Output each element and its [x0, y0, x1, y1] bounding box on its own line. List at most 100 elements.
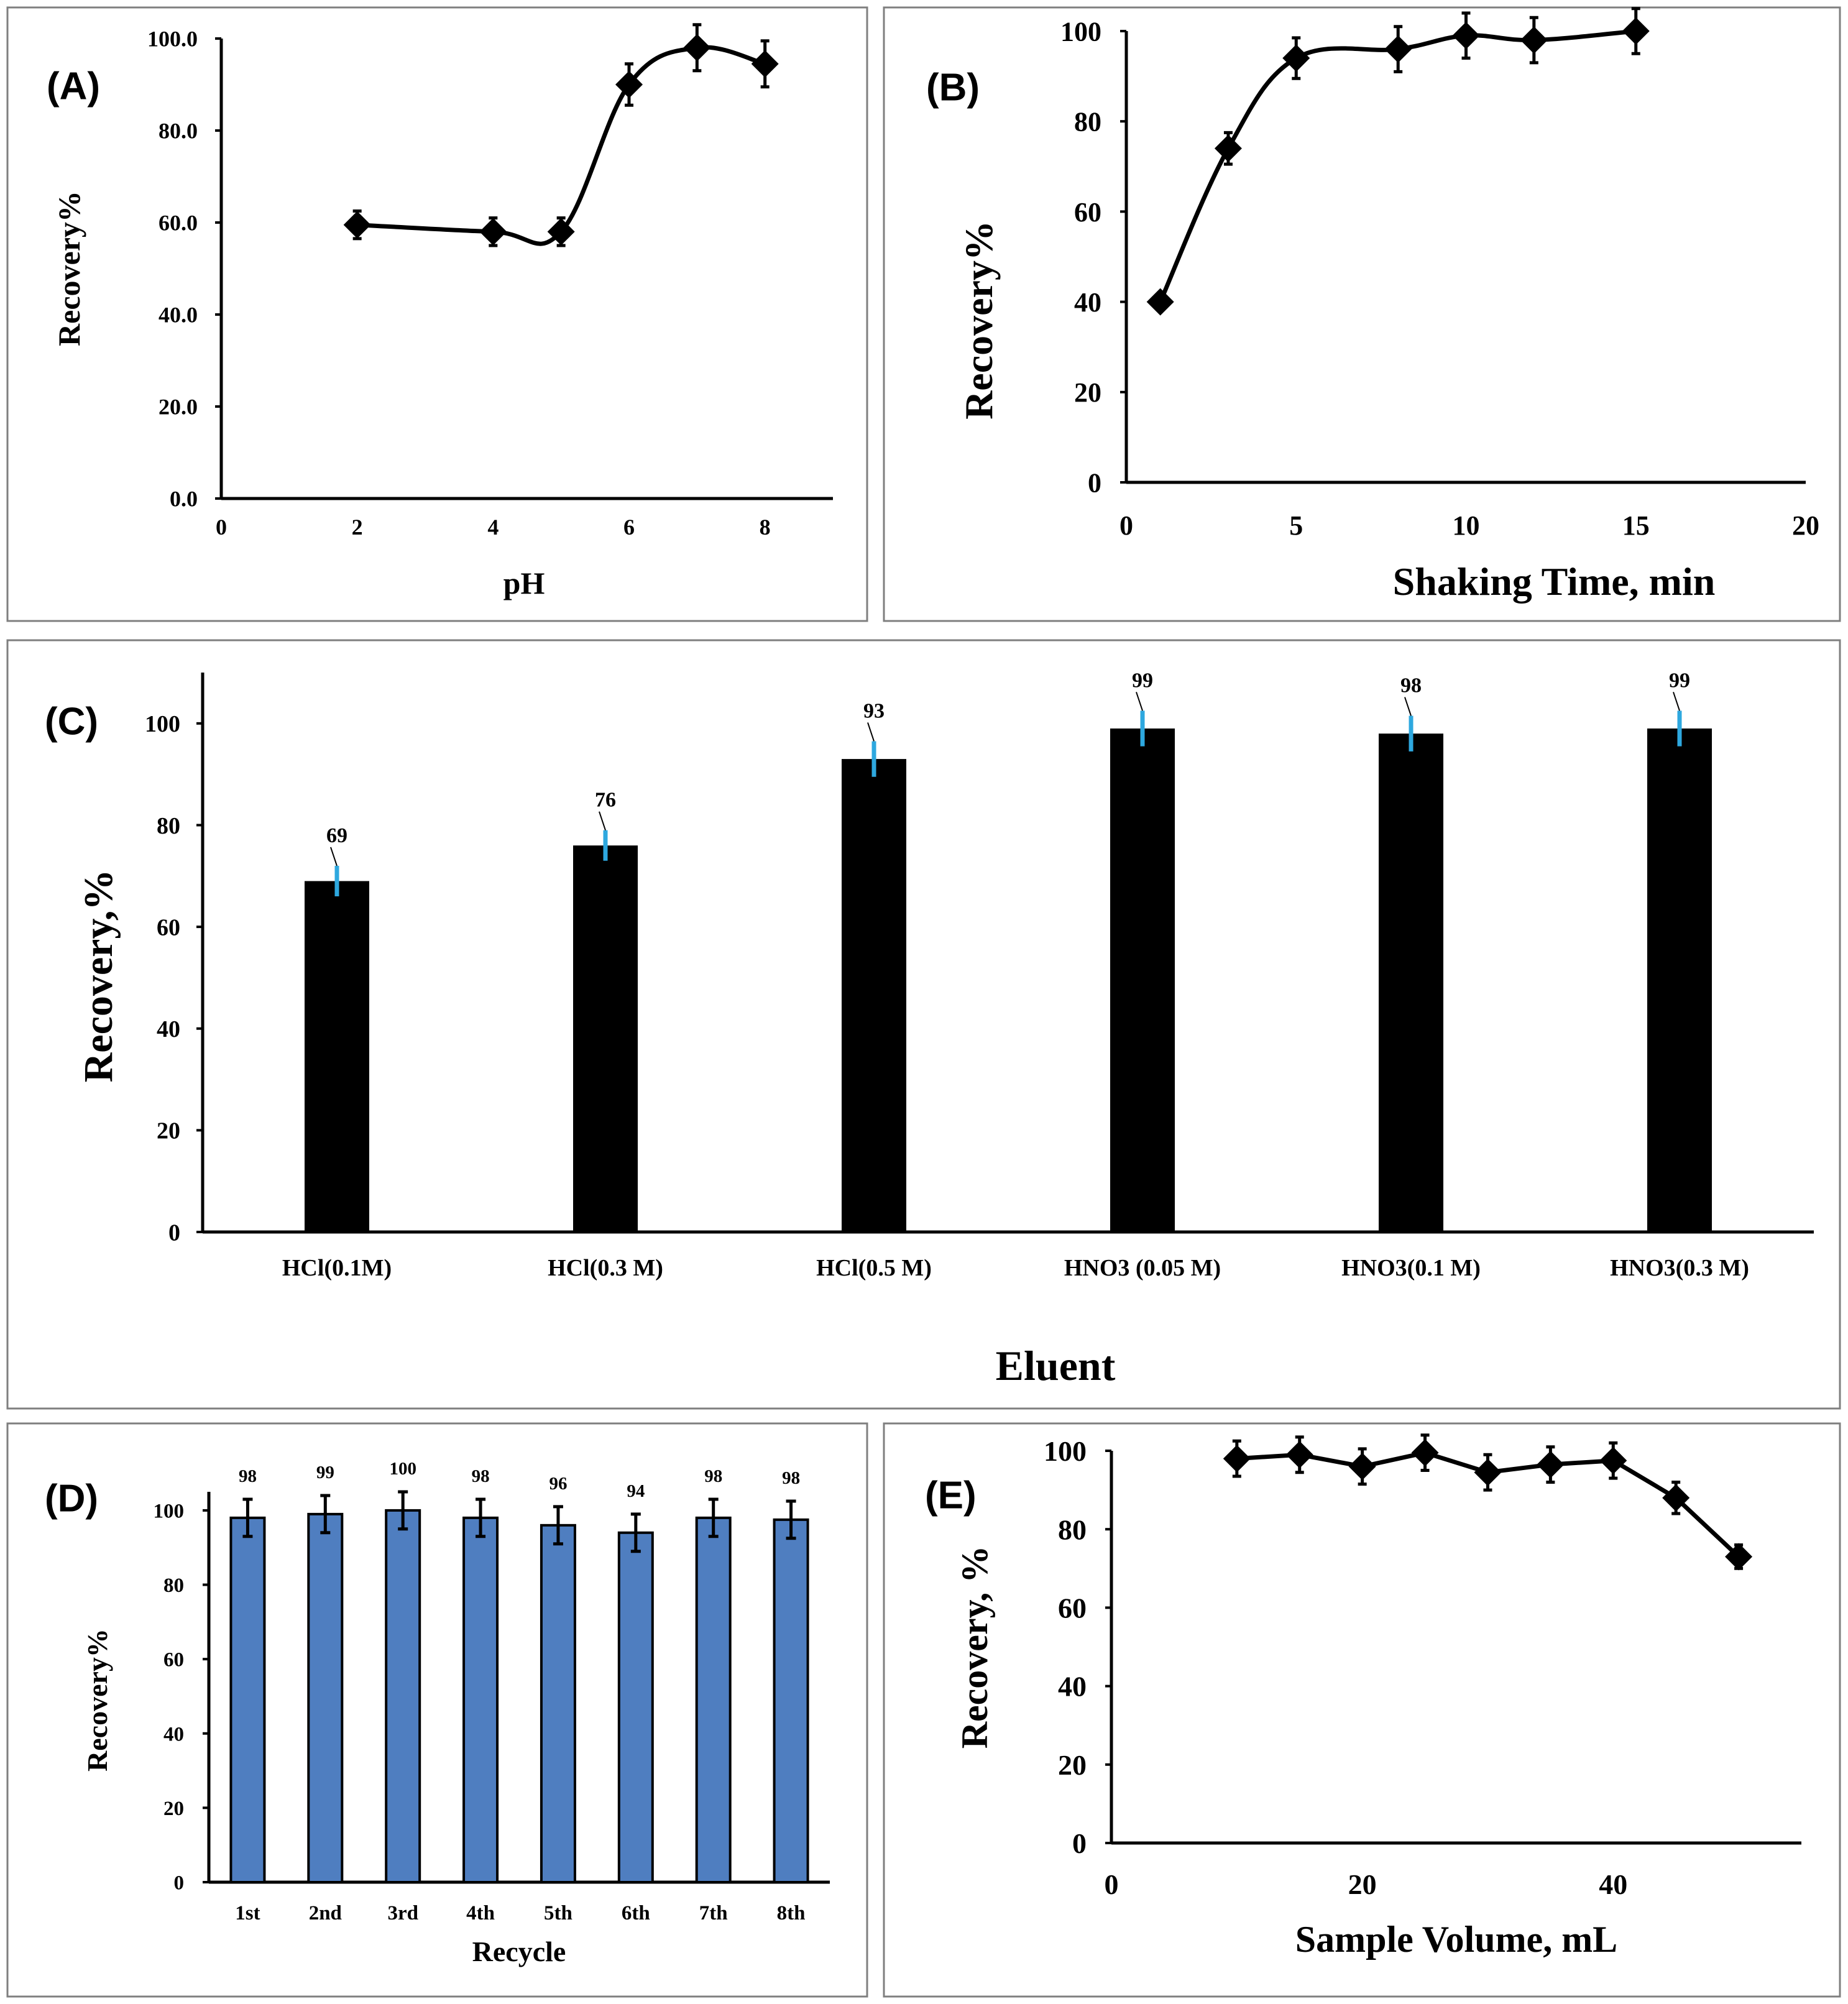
- label-leader-line: [867, 722, 875, 742]
- y-tick-label: 20: [1058, 1749, 1087, 1781]
- bar: [1110, 729, 1175, 1232]
- x-tick-label: 5: [1289, 510, 1303, 541]
- data-point-marker: [1285, 1441, 1313, 1469]
- y-tick-label: 80: [1058, 1514, 1087, 1545]
- y-axis-title: Recovery%: [957, 221, 1001, 420]
- data-label: 93: [863, 699, 885, 722]
- bar: [617, 1531, 654, 1884]
- error-bar: [553, 1505, 563, 1546]
- data-label: 100: [389, 1459, 416, 1479]
- error-bar: [320, 1494, 331, 1535]
- y-tick-label: 40: [157, 1016, 180, 1042]
- y-tick-label: 80: [157, 813, 180, 839]
- data-label: 69: [326, 824, 347, 847]
- y-tick-label: 80: [1074, 107, 1101, 137]
- y-tick-label: 60: [1074, 197, 1101, 228]
- label-leader-line: [1136, 692, 1143, 711]
- data-label: 99: [316, 1463, 334, 1482]
- bar: [229, 1516, 266, 1884]
- x-tick-label: 3rd: [387, 1902, 418, 1924]
- y-tick-label: 40: [163, 1723, 184, 1745]
- y-tick-label: 60: [1058, 1593, 1087, 1624]
- x-tick-label: 8: [760, 515, 771, 540]
- x-tick-label: HCl(0.3 M): [548, 1255, 663, 1281]
- bar: [305, 881, 369, 1232]
- x-axis-title: Recycle: [472, 1936, 566, 1967]
- data-label: 98: [239, 1466, 257, 1486]
- y-tick-label: 100: [154, 1500, 185, 1522]
- data-label: 99: [1132, 669, 1153, 692]
- panel-tag: (B): [926, 67, 980, 109]
- data-point-marker: [1599, 1446, 1627, 1474]
- data-point-marker: [1348, 1453, 1376, 1481]
- x-axis-title: Shaking Time, min: [1393, 559, 1716, 604]
- data-point-marker: [1537, 1451, 1565, 1479]
- x-tick-label: 0: [1119, 510, 1133, 541]
- data-point-marker: [1474, 1458, 1502, 1486]
- y-tick-label: 0: [174, 1872, 185, 1895]
- label-leader-line: [599, 811, 606, 830]
- data-point-marker: [683, 34, 711, 62]
- bar: [1647, 729, 1712, 1232]
- x-tick-label: 6th: [622, 1902, 650, 1924]
- y-tick-label: 0: [168, 1220, 180, 1246]
- y-tick-label: 60.0: [159, 211, 198, 236]
- y-tick-label: 80.0: [159, 119, 198, 144]
- x-axis-title: Eluent: [996, 1342, 1116, 1389]
- x-tick-label: 6: [623, 515, 635, 540]
- x-tick-label: 4th: [466, 1902, 495, 1924]
- x-tick-label: 8th: [777, 1902, 806, 1924]
- y-tick-label: 0: [1088, 467, 1101, 498]
- bar: [307, 1512, 344, 1883]
- panel-e-frame: [883, 1422, 1841, 1998]
- data-label: 98: [782, 1468, 800, 1488]
- y-axis-title: Recovery%: [52, 191, 86, 346]
- data-point-marker: [1725, 1543, 1753, 1571]
- data-point-marker: [547, 218, 575, 246]
- bar: [573, 845, 638, 1232]
- x-tick-label: 0: [216, 515, 227, 540]
- panel-c-frame: [6, 639, 1841, 1410]
- x-tick-label: 2nd: [309, 1902, 342, 1924]
- label-leader-line: [1404, 697, 1412, 716]
- panel-tag: (D): [45, 1478, 98, 1520]
- bar: [385, 1509, 421, 1883]
- x-tick-label: 10: [1453, 510, 1480, 541]
- data-label: 98: [1400, 674, 1422, 697]
- bar: [540, 1524, 576, 1884]
- y-tick-label: 20: [157, 1118, 180, 1144]
- bar: [842, 759, 906, 1232]
- y-axis-title: Recovery,%: [76, 870, 121, 1083]
- data-label: 94: [627, 1481, 645, 1501]
- x-axis-title: pH: [503, 566, 545, 600]
- data-point-marker: [343, 211, 371, 239]
- bar: [773, 1518, 809, 1884]
- y-axis-title: Recovery%: [81, 1629, 113, 1772]
- label-leader-line: [1673, 692, 1680, 711]
- y-tick-label: 60: [157, 914, 180, 940]
- x-tick-label: 20: [1348, 1868, 1377, 1900]
- x-tick-label: HNO3(0.1 M): [1341, 1255, 1481, 1281]
- error-bar: [242, 1497, 253, 1538]
- x-tick-label: 2: [352, 515, 363, 540]
- y-tick-label: 80: [163, 1574, 184, 1597]
- x-tick-label: 7th: [699, 1902, 728, 1924]
- error-bar: [476, 1497, 486, 1538]
- panel-e-chart: 0 20 40 60 80 100 (E) Sample Volume, mL Recovery…: [925, 1433, 1801, 1960]
- data-point-marker: [1622, 17, 1650, 45]
- data-point-marker: [751, 50, 779, 78]
- y-tick-label: 40.0: [159, 303, 198, 328]
- data-point-marker: [615, 71, 643, 98]
- y-tick-label: 20: [163, 1798, 184, 1820]
- data-label: 96: [549, 1474, 567, 1494]
- panel-a-frame: [6, 6, 868, 622]
- y-tick-label: 0: [1072, 1827, 1087, 1859]
- y-tick-label: 100: [1044, 1435, 1087, 1467]
- x-axis-title: Sample Volume, mL: [1295, 1919, 1617, 1960]
- x-tick-label: 40: [1599, 1868, 1627, 1900]
- y-tick-label: 20.0: [159, 395, 198, 420]
- data-point-marker: [1384, 35, 1412, 63]
- panel-d-frame: [6, 1422, 868, 1998]
- data-label: 98: [704, 1466, 722, 1486]
